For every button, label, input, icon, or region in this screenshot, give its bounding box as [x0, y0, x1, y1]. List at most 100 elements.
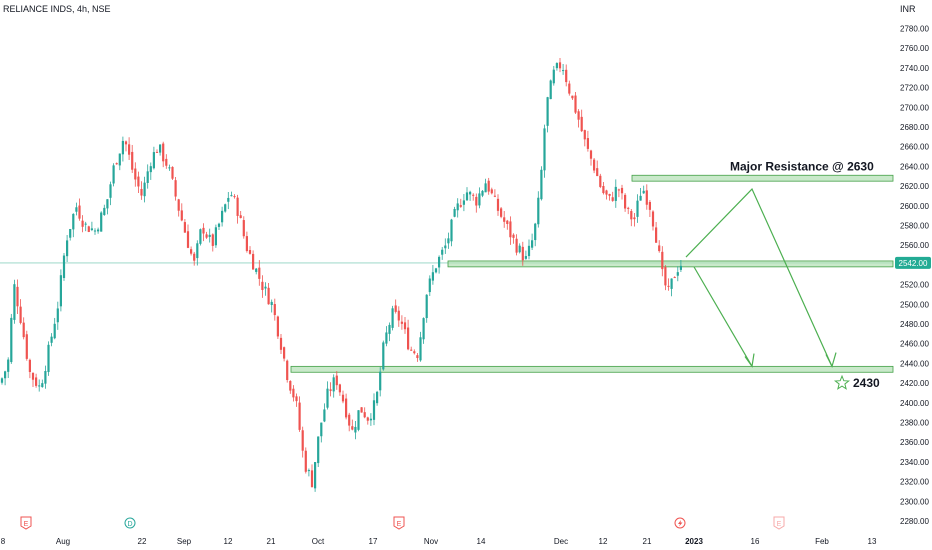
candle: [214, 224, 217, 248]
candle: [4, 370, 7, 386]
candle: [351, 419, 354, 431]
candle: [183, 219, 186, 233]
candle: [397, 306, 400, 327]
y-tick-label: 2320.00: [900, 478, 929, 487]
candle: [320, 422, 323, 443]
candle: [425, 294, 428, 323]
candle: [549, 79, 552, 100]
candle: [577, 109, 580, 128]
candle: [354, 421, 357, 440]
y-tick-label: 2700.00: [900, 103, 929, 112]
y-tick-label: 2600.00: [900, 202, 929, 211]
candle: [106, 199, 109, 215]
price-zone: [631, 174, 894, 182]
candle: [323, 403, 326, 423]
x-tick-label: 14: [477, 537, 486, 546]
candle: [109, 181, 112, 206]
candle: [171, 166, 174, 180]
candle: [642, 185, 645, 194]
x-tick-label: 22: [138, 537, 147, 546]
candle: [121, 136, 124, 162]
candle: [227, 192, 230, 210]
event-marker-dividend: D: [124, 517, 136, 529]
x-tick-label: Feb: [815, 537, 829, 546]
candle: [658, 240, 661, 253]
candle: [22, 317, 25, 340]
candle: [115, 162, 118, 165]
candle: [645, 184, 648, 210]
candle: [162, 141, 165, 168]
candle: [118, 153, 121, 171]
candle: [639, 188, 642, 201]
candle: [239, 210, 242, 219]
candle: [661, 246, 664, 277]
candle: [38, 379, 41, 392]
y-tick-label: 2780.00: [900, 25, 929, 34]
candle: [385, 326, 388, 347]
x-tick-label: 21: [267, 537, 276, 546]
candle: [676, 266, 679, 282]
y-tick-label: 2720.00: [900, 84, 929, 93]
candle: [546, 96, 549, 133]
candle: [369, 413, 372, 426]
price-zone: [290, 365, 894, 373]
candle: [255, 267, 258, 275]
x-tick-label: Oct: [312, 537, 325, 546]
candle: [434, 267, 438, 274]
y-tick-label: 2380.00: [900, 419, 929, 428]
event-marker-earnings-future: E: [773, 516, 785, 530]
candle: [273, 298, 276, 321]
candle: [379, 367, 382, 397]
x-tick-label: 12: [599, 537, 608, 546]
candle: [245, 231, 248, 253]
y-tick-label: 2560.00: [900, 241, 929, 250]
candle: [28, 358, 31, 379]
candle: [0, 377, 4, 385]
candle: [462, 194, 465, 212]
candle: [143, 176, 146, 203]
candle: [599, 173, 602, 189]
candle: [317, 436, 320, 467]
candle: [593, 158, 596, 174]
candle: [159, 144, 162, 156]
candle: [242, 216, 245, 239]
candle: [211, 233, 214, 252]
candle: [506, 219, 509, 230]
candle: [62, 252, 66, 281]
y-tick-label: 2580.00: [900, 222, 929, 231]
y-tick-label: 2760.00: [900, 44, 929, 53]
candle: [276, 315, 279, 340]
candle: [410, 346, 413, 351]
candle: [589, 149, 593, 166]
candle: [478, 187, 481, 209]
candle: [72, 213, 75, 238]
candle: [679, 259, 682, 272]
candle: [205, 231, 208, 239]
candle: [310, 464, 314, 488]
candle: [292, 385, 295, 402]
candle: [59, 269, 62, 312]
candle: [66, 235, 69, 262]
x-tick-label: 12: [224, 537, 233, 546]
candle: [540, 166, 543, 201]
x-tick-label: Sep: [177, 537, 192, 546]
arrow-path-up-down: [685, 188, 833, 367]
candle: [555, 62, 558, 71]
candle: [230, 191, 233, 197]
y-tick-label: 2480.00: [900, 320, 929, 329]
candle: [137, 171, 140, 193]
candle: [558, 58, 562, 73]
candle: [112, 163, 115, 187]
candle: [596, 160, 599, 177]
candle: [13, 279, 16, 324]
candle: [620, 184, 624, 200]
candle: [633, 212, 636, 227]
candle: [134, 162, 137, 187]
candle: [50, 333, 53, 347]
candle: [394, 299, 397, 314]
candle: [193, 251, 196, 266]
candle: [372, 393, 376, 426]
candle: [307, 468, 310, 477]
candle: [326, 381, 329, 410]
